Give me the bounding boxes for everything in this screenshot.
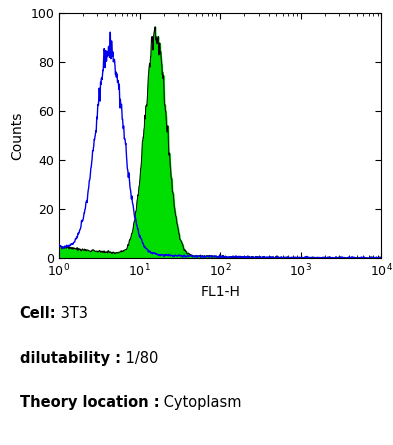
Text: dilutability :: dilutability : bbox=[20, 351, 121, 366]
X-axis label: FL1-H: FL1-H bbox=[200, 285, 240, 299]
Text: Cell:: Cell: bbox=[20, 306, 56, 321]
Text: Theory location :: Theory location : bbox=[20, 395, 159, 410]
Text: 3T3: 3T3 bbox=[56, 306, 88, 321]
Y-axis label: Counts: Counts bbox=[11, 112, 25, 160]
Text: Cytoplasm: Cytoplasm bbox=[159, 395, 242, 410]
Text: 1/80: 1/80 bbox=[121, 351, 158, 366]
